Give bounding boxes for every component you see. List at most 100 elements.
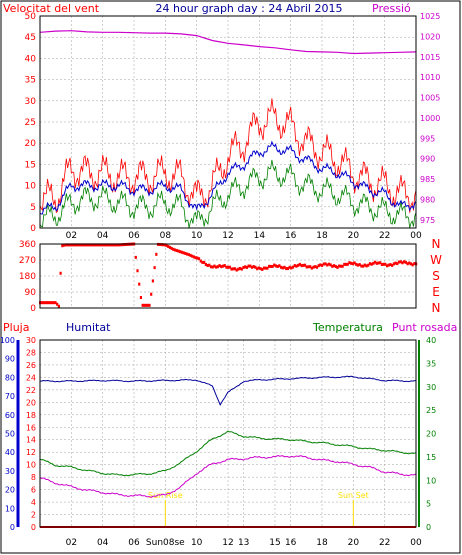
direction-point — [350, 261, 353, 265]
direction-point — [372, 261, 375, 265]
direction-point — [336, 265, 339, 269]
direction-point — [91, 243, 95, 247]
temp-x-tick-label: 10 — [191, 538, 203, 548]
direction-point — [396, 262, 399, 266]
direction-point — [153, 266, 156, 270]
temp-y-tick-label: 0 — [426, 523, 431, 532]
direction-point — [182, 251, 185, 255]
direction-point — [409, 262, 413, 266]
direction-point — [148, 303, 151, 307]
direction-point — [392, 262, 395, 266]
direction-point — [257, 266, 260, 270]
direction-point — [40, 301, 43, 305]
temp-y-tick-label: 35 — [426, 359, 436, 368]
direction-point — [297, 263, 300, 267]
temp-x-tick-label: 00 — [410, 538, 422, 548]
direction-point — [268, 264, 271, 268]
direction-point — [179, 250, 182, 254]
direction-point — [310, 266, 313, 270]
direction-point — [107, 243, 110, 247]
direction-point — [341, 264, 344, 268]
direction-point — [208, 263, 211, 267]
direction-point — [56, 302, 59, 306]
direction-point — [114, 243, 117, 247]
direction-point — [391, 263, 394, 267]
direction-point — [338, 264, 341, 268]
rain-y-tick-label: 50 — [5, 430, 15, 439]
direction-point — [203, 260, 206, 264]
direction-point — [170, 246, 173, 250]
direction-point — [370, 262, 373, 266]
wind-avg-line — [39, 140, 417, 215]
humidity-line — [40, 375, 417, 407]
direction-point — [261, 267, 264, 271]
direction-point — [274, 264, 278, 268]
direction-point — [365, 264, 368, 268]
direction-point — [413, 262, 416, 266]
direction-point — [194, 256, 197, 260]
direction-point — [88, 243, 91, 247]
direction-point — [78, 243, 81, 247]
direction-point — [319, 263, 322, 267]
direction-point — [220, 265, 223, 269]
direction-point — [244, 265, 247, 269]
direction-point — [326, 263, 329, 267]
direction-point — [71, 243, 74, 247]
direction-point — [384, 262, 387, 266]
wind-y-tick-label: 30 — [25, 97, 37, 107]
direction-point — [235, 268, 238, 272]
direction-point — [290, 266, 293, 270]
direction-point — [237, 267, 240, 271]
temp-hum-rain-label: Pluja — [3, 321, 29, 334]
direction-point — [314, 265, 317, 269]
direction-point — [95, 243, 98, 247]
direction-point — [380, 262, 384, 266]
direction-point — [256, 267, 259, 271]
rain-y-tick-label: 70 — [5, 392, 15, 401]
compass-label: E — [432, 285, 440, 299]
direction-point — [240, 267, 243, 271]
pressure-y-tick-label: 1015 — [420, 53, 440, 62]
pressure-y-tick-label: 975 — [420, 216, 435, 225]
temperature-humidity-panel: 0102030405060708090100024681012141618202… — [0, 336, 436, 548]
rain-y-tick-label: 10 — [5, 504, 15, 513]
direction-point — [334, 264, 337, 268]
direction-point — [150, 292, 153, 296]
direction-point — [47, 301, 50, 305]
direction-point — [259, 267, 262, 271]
wind-y-tick-label: 35 — [25, 76, 36, 86]
direction-point — [351, 262, 354, 266]
wind-y-tick-label: 45 — [25, 33, 36, 43]
direction-point — [85, 243, 88, 247]
humidity-y-tick-label: 20 — [26, 398, 36, 407]
direction-point — [215, 265, 218, 269]
direction-point — [264, 266, 267, 270]
humidity-y-tick-label: 18 — [26, 411, 36, 420]
wind-speed-title: Velocitat del vent — [3, 2, 100, 15]
humidity-y-tick-label: 12 — [26, 448, 36, 457]
direction-point — [201, 260, 204, 264]
direction-point — [329, 263, 332, 267]
temp-hum-dewpoint-label: Punt rosada — [392, 321, 457, 334]
direction-point — [344, 262, 348, 266]
direction-point — [110, 243, 113, 247]
direction-point — [218, 264, 221, 268]
humidity-y-tick-label: 24 — [26, 373, 36, 382]
temp-y-tick-label: 30 — [426, 383, 436, 392]
direction-point — [172, 247, 175, 251]
temperature-line — [39, 430, 417, 477]
humidity-y-tick-label: 16 — [26, 423, 36, 432]
direction-point — [143, 303, 146, 307]
direction-point — [98, 243, 102, 247]
rain-y-tick-label: 30 — [5, 467, 15, 476]
direction-point — [162, 243, 165, 247]
temp-hum-temperature-label: Temperatura — [312, 321, 383, 334]
direction-point — [45, 301, 49, 305]
direction-point — [144, 303, 148, 307]
direction-point — [185, 252, 189, 256]
temp-x-tick-label: 06 — [128, 538, 140, 548]
direction-point — [385, 264, 389, 268]
